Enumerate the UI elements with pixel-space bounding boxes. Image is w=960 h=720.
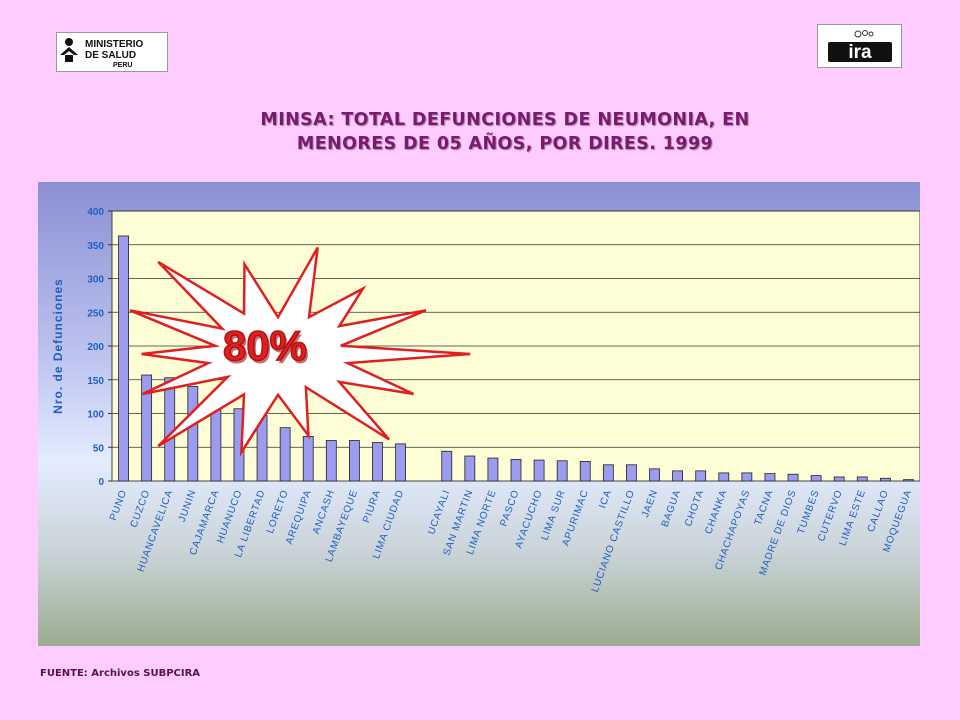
y-tick-label: 150 [87,376,104,387]
bar [556,460,568,482]
title-line-2: MENORES DE 05 AÑOS, POR DIRES. 1999 [296,134,714,154]
x-tick-label: LUCIANO CASTILLO [590,488,637,594]
bar [764,473,776,482]
y-tick-label: 250 [87,308,104,319]
y-tick-label: 100 [87,410,104,421]
ira-logo: ira [817,24,902,68]
bar [372,442,383,482]
bar [164,377,176,482]
source-note: FUENTE: Archivos SUBPCIRA [40,668,201,679]
callout-text: 80% [223,322,307,369]
starburst-callout: 80% 80% [129,246,471,457]
x-tick-label: ANCASH [311,488,337,535]
bar [672,470,683,482]
x-tick-label: BAGUA [660,488,684,528]
x-tick-label: TACNA [753,488,776,527]
x-tick-label: CALLAO [866,488,891,533]
bar [348,440,360,482]
y-tick-labels: 0 50 100 150 200 250 300 350 400 [87,207,104,488]
x-tick-label: CUZCO [129,488,153,529]
bar [325,440,337,482]
x-tick-label: CHANKA [703,488,729,535]
minsa-logo-line3: PERU [113,62,132,69]
bar [279,427,291,482]
x-tick-label: TUMBES [796,488,822,535]
bar [810,475,822,482]
x-tick-label: PUNO [108,488,129,522]
y-tick-label: 350 [87,241,104,252]
y-tick-label: 200 [87,342,104,353]
ira-logo-text: ira [848,42,872,63]
minsa-logo-icon: MINISTERIO DE SALUD PERU [60,38,144,69]
starburst-shape [129,246,471,457]
ira-logo-icon: ira [828,30,892,63]
bar [879,477,891,482]
y-tick-label: 0 [98,477,104,488]
bar [695,470,707,482]
x-tick-label: LORETO [265,488,291,535]
x-tick-label: ICA [597,488,614,510]
bar [395,443,406,482]
bar [579,461,591,482]
bar [441,450,453,482]
bar [602,464,614,482]
title-line-1: MINSA: TOTAL DEFUNCIONES DE NEUMONIA, EN [260,110,750,130]
y-axis-label: Nro. de Defunciones [51,278,65,414]
x-tick-label: JAEN [640,488,660,519]
minsa-logo-line2: DE SALUD [85,50,136,61]
bar [118,235,129,482]
x-tick-label: JUNIN [177,488,199,523]
bar [302,436,314,482]
x-tick-label: CHOTA [683,488,706,528]
minsa-logo: MINISTERIO DE SALUD PERU [56,32,168,72]
bar [903,479,914,482]
bar [533,459,545,482]
bar [464,455,476,482]
x-tick-label: PASCO [498,488,521,528]
bar [718,472,730,482]
bar [626,464,637,482]
x-tick-label: PIURA [361,488,383,524]
y-tick-label: 400 [87,207,104,218]
bar [833,476,845,482]
bar [487,457,499,482]
bar [187,386,199,482]
bars [118,235,914,482]
callout-shadow: 80% [225,325,309,372]
minsa-logo-line1: MINISTERIO [85,39,144,50]
page-title: MINSA: TOTAL DEFUNCIONES DE NEUMONIA, EN… [150,108,860,156]
bar [649,468,660,482]
y-tick-label: 50 [93,443,105,454]
bar [741,472,753,482]
chart-panel: 0 50 100 150 200 250 300 350 400 PUNO CUZCO HUANCA… [38,182,921,646]
bar [141,374,153,482]
x-tick-label: UCAYALI [426,488,452,536]
bar [510,458,522,482]
bar [856,476,868,482]
y-tick-label: 300 [87,275,104,286]
bar [787,473,799,482]
